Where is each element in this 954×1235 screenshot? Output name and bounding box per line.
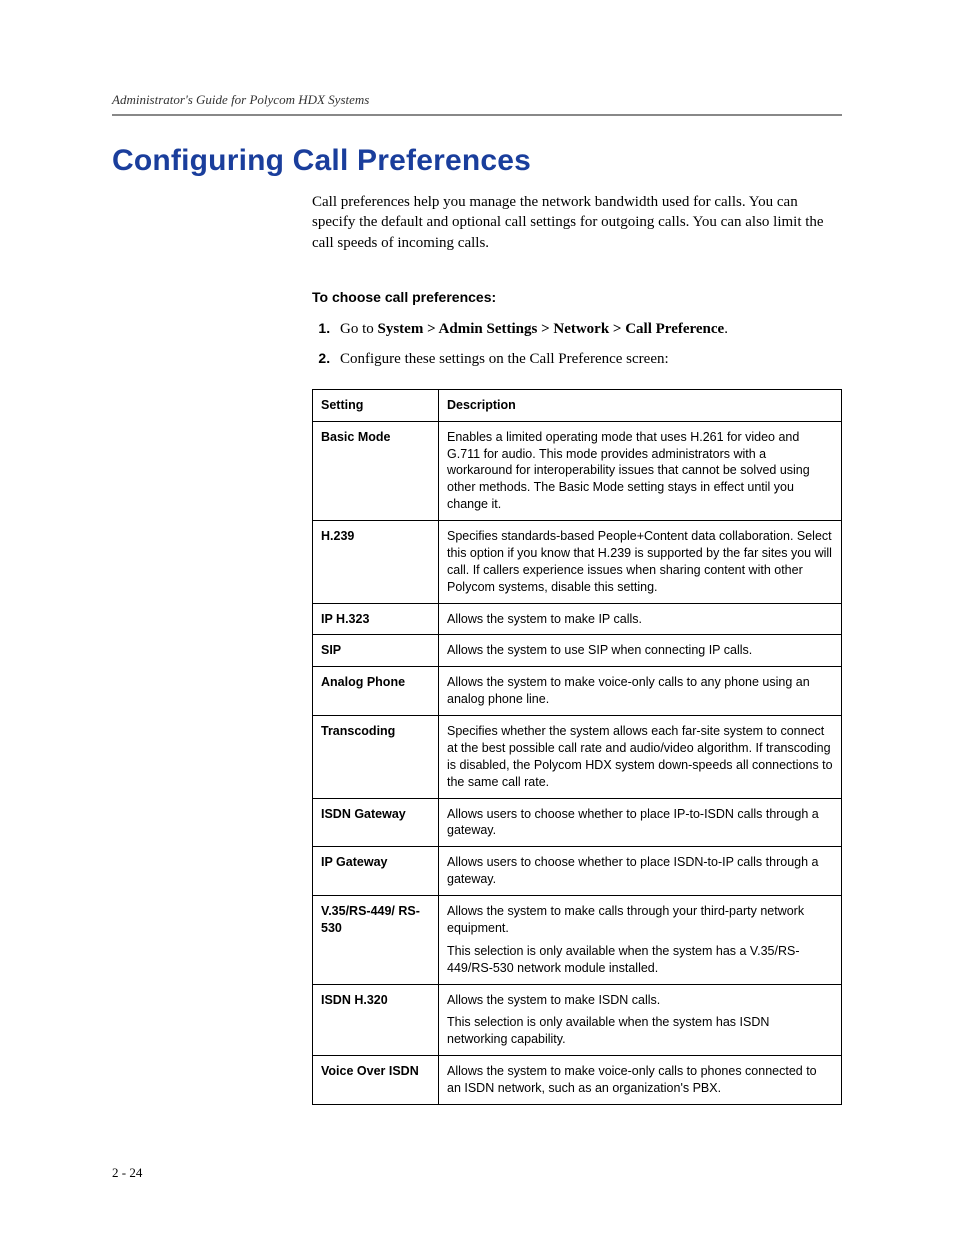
description-paragraph: Allows the system to make calls through … <box>447 903 833 937</box>
body-area: Call preferences help you manage the net… <box>312 192 842 1105</box>
description-paragraph: Enables a limited operating mode that us… <box>447 429 833 513</box>
description-paragraph: Allows users to choose whether to place … <box>447 806 833 840</box>
settings-table: Setting Description Basic ModeEnables a … <box>312 389 842 1105</box>
procedure-steps: Go to System > Admin Settings > Network … <box>312 317 842 371</box>
description-paragraph: Allows users to choose whether to place … <box>447 854 833 888</box>
document-page: Administrator's Guide for Polycom HDX Sy… <box>0 0 954 1235</box>
setting-description: Allows the system to use SIP when connec… <box>439 635 842 667</box>
table-row: V.35/RS-449/ RS-530Allows the system to … <box>313 896 842 985</box>
setting-name: IP Gateway <box>313 847 439 896</box>
setting-description: Allows the system to make voice-only cal… <box>439 667 842 716</box>
setting-description: Specifies whether the system allows each… <box>439 716 842 799</box>
setting-description: Enables a limited operating mode that us… <box>439 421 842 520</box>
description-paragraph: Allows the system to make voice-only cal… <box>447 674 833 708</box>
table-row: ISDN GatewayAllows users to choose wheth… <box>313 798 842 847</box>
setting-name: Transcoding <box>313 716 439 799</box>
setting-description: Allows the system to make voice-only cal… <box>439 1056 842 1105</box>
page-number: 2 - 24 <box>112 1165 142 1181</box>
running-header: Administrator's Guide for Polycom HDX Sy… <box>112 92 842 108</box>
description-paragraph: This selection is only available when th… <box>447 943 833 977</box>
procedure-subhead: To choose call preferences: <box>312 289 842 305</box>
table-header-row: Setting Description <box>313 389 842 421</box>
setting-description: Allows the system to make ISDN calls. Thi… <box>439 984 842 1056</box>
setting-name: IP H.323 <box>313 603 439 635</box>
setting-description: Specifies standards-based People+Content… <box>439 521 842 604</box>
section-title: Configuring Call Preferences <box>112 144 842 178</box>
procedure-step: Go to System > Admin Settings > Network … <box>334 317 842 341</box>
description-paragraph: Specifies standards-based People+Content… <box>447 528 833 596</box>
step-text: . <box>724 321 728 337</box>
table-row: IP H.323 Allows the system to make IP cal… <box>313 603 842 635</box>
description-paragraph: Specifies whether the system allows each… <box>447 723 833 791</box>
setting-name: Basic Mode <box>313 421 439 520</box>
setting-name: Voice Over ISDN <box>313 1056 439 1105</box>
setting-description: Allows the system to make IP calls. <box>439 603 842 635</box>
step-text-bold: System > Admin Settings > Network > Call… <box>378 321 725 337</box>
description-paragraph: Allows the system to make ISDN calls. <box>447 992 833 1009</box>
table-row: TranscodingSpecifies whether the system … <box>313 716 842 799</box>
table-row: ISDN H.320Allows the system to make ISDN… <box>313 984 842 1056</box>
description-paragraph: Allows the system to make IP calls. <box>447 611 833 628</box>
table-header: Setting <box>313 389 439 421</box>
intro-paragraph: Call preferences help you manage the net… <box>312 192 842 253</box>
table-row: H.239Specifies standards-based People+Co… <box>313 521 842 604</box>
table-header: Description <box>439 389 842 421</box>
table-row: SIP Allows the system to use SIP when con… <box>313 635 842 667</box>
table-row: Analog PhoneAllows the system to make vo… <box>313 667 842 716</box>
setting-name: SIP <box>313 635 439 667</box>
table-row: IP GatewayAllows users to choose whether… <box>313 847 842 896</box>
table-row: Voice Over ISDNAllows the system to make… <box>313 1056 842 1105</box>
step-text: Configure these settings on the Call Pre… <box>340 351 669 367</box>
setting-description: Allows the system to make calls through … <box>439 896 842 985</box>
setting-name: H.239 <box>313 521 439 604</box>
setting-name: V.35/RS-449/ RS-530 <box>313 896 439 985</box>
description-paragraph: This selection is only available when th… <box>447 1014 833 1048</box>
setting-name: ISDN Gateway <box>313 798 439 847</box>
description-paragraph: Allows the system to use SIP when connec… <box>447 642 833 659</box>
header-rule <box>112 114 842 116</box>
table-row: Basic ModeEnables a limited operating mo… <box>313 421 842 520</box>
step-text: Go to <box>340 321 378 337</box>
setting-name: Analog Phone <box>313 667 439 716</box>
setting-description: Allows users to choose whether to place … <box>439 798 842 847</box>
procedure-step: Configure these settings on the Call Pre… <box>334 347 842 371</box>
setting-name: ISDN H.320 <box>313 984 439 1056</box>
description-paragraph: Allows the system to make voice-only cal… <box>447 1063 833 1097</box>
setting-description: Allows users to choose whether to place … <box>439 847 842 896</box>
